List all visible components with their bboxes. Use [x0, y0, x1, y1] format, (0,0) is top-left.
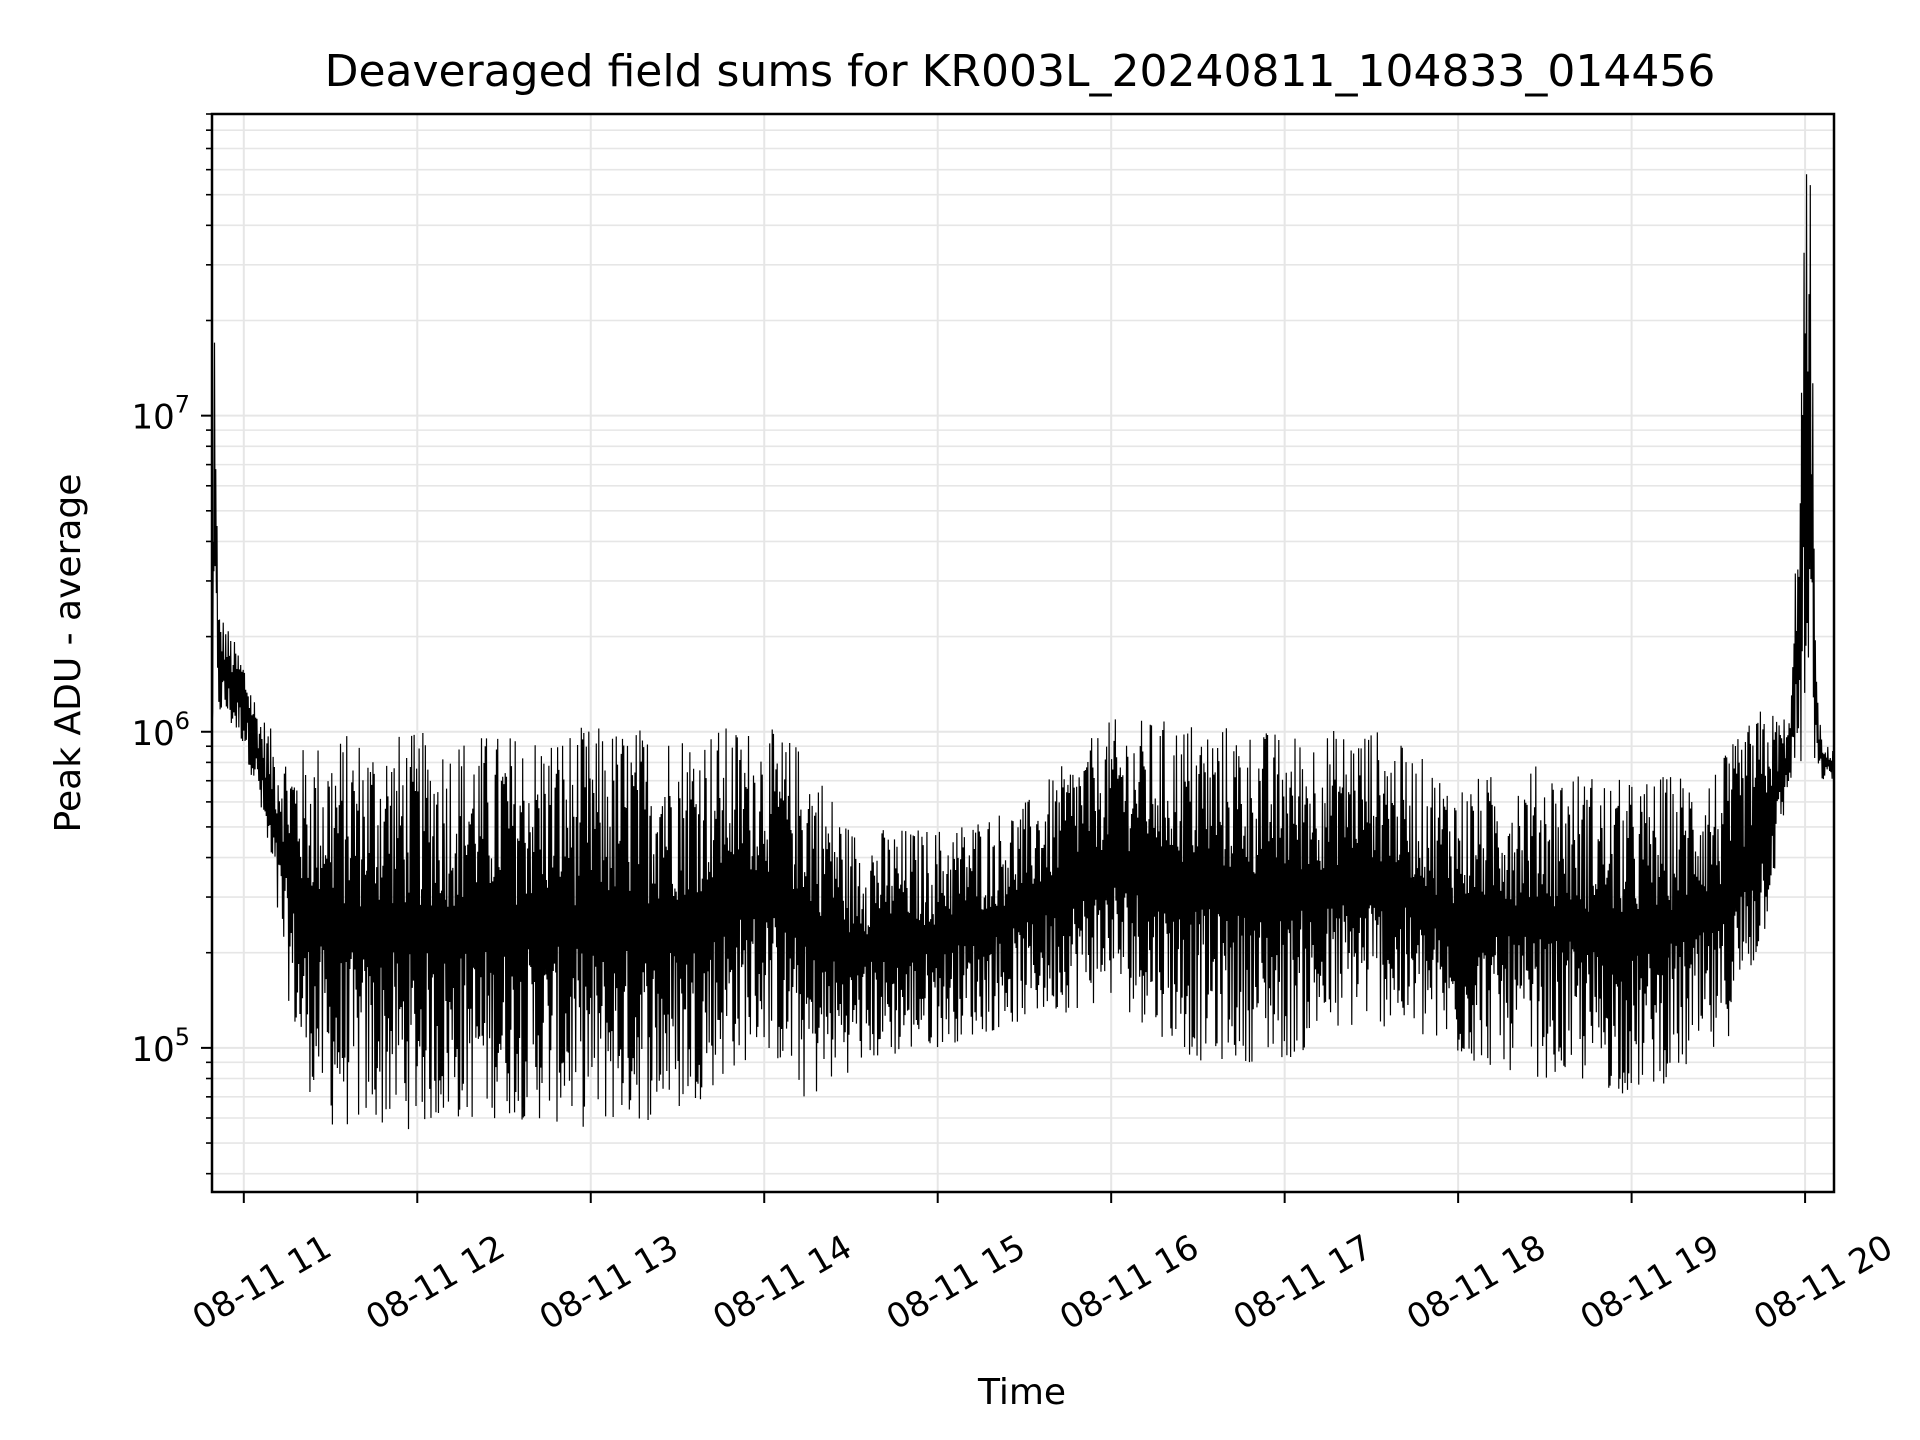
y-tick-label: 107: [131, 391, 190, 438]
x-axis-label: Time: [977, 1372, 1066, 1413]
chart-title: Deaveraged field sums for KR003L_2024081…: [325, 46, 1716, 97]
y-tick-exponent: 7: [175, 391, 190, 419]
data-layer: [211, 174, 1835, 1130]
y-tick-label: 106: [131, 707, 190, 754]
plot-frame: [210, 112, 1836, 1194]
series-line: [211, 174, 1835, 1130]
y-tick-base: 10: [131, 714, 174, 754]
y-tick-label: 105: [131, 1023, 190, 1070]
y-tick-base: 10: [131, 398, 174, 438]
y-tick-exponent: 6: [175, 707, 190, 735]
y-tick-exponent: 5: [175, 1023, 190, 1051]
y-axis-label: Peak ADU - average: [48, 474, 89, 833]
y-tick-base: 10: [131, 1030, 174, 1070]
